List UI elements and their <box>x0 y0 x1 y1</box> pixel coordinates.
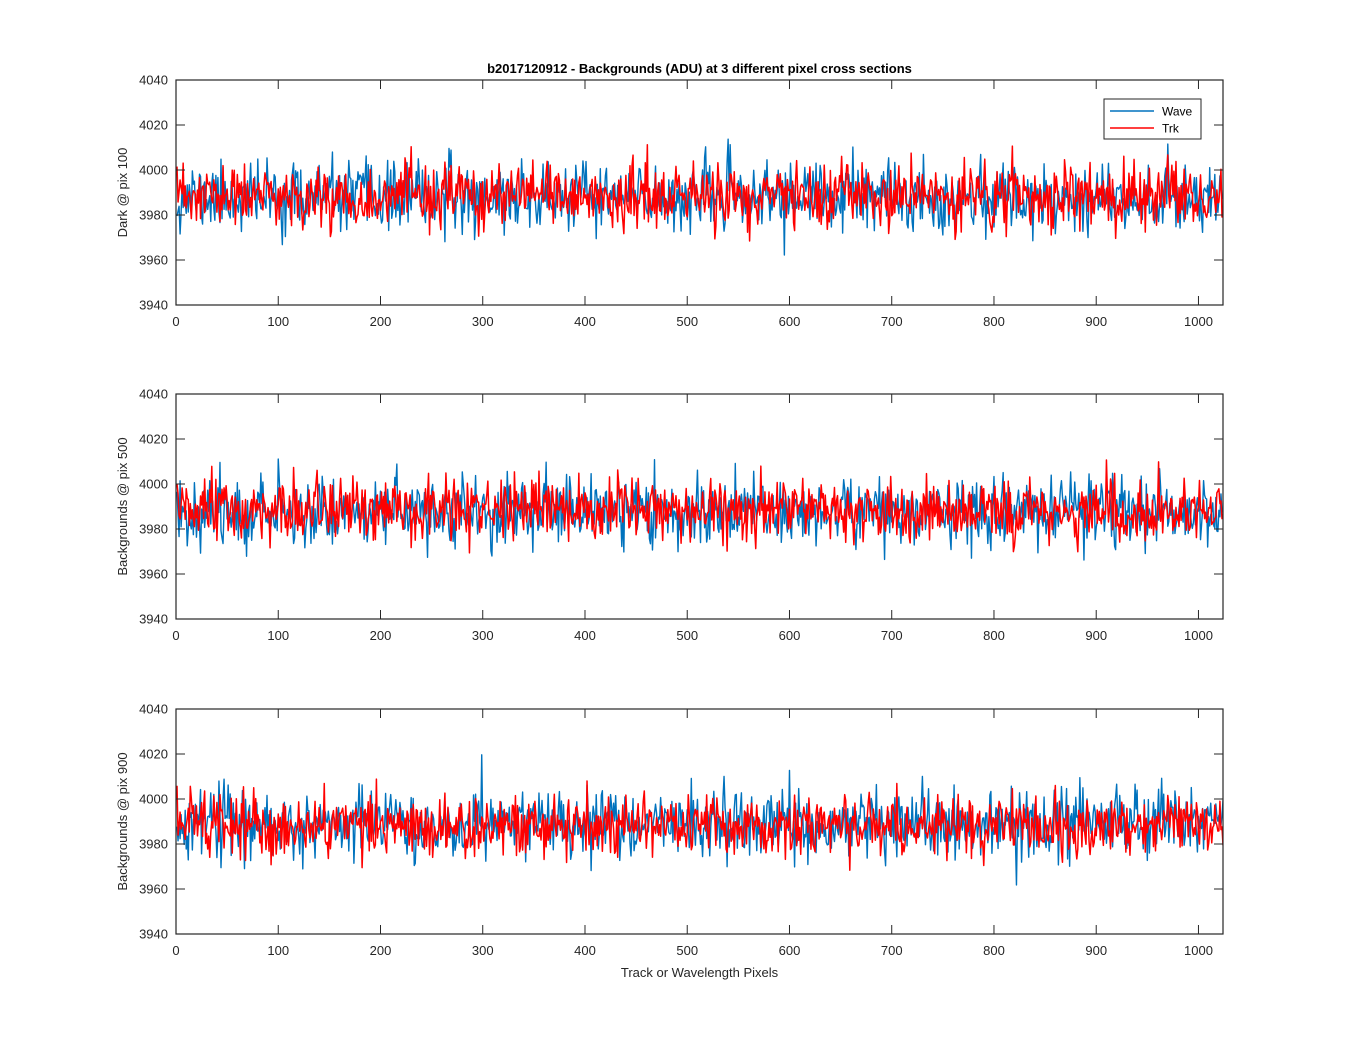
y-tick-label: 3980 <box>139 522 168 537</box>
y-tick-label: 3940 <box>139 612 168 627</box>
y-tick-label: 4020 <box>139 747 168 762</box>
y-tick-label: 4020 <box>139 118 168 133</box>
axes-box <box>175 79 1224 306</box>
y-axis-label: Backgrounds @ pix 900 <box>115 752 130 890</box>
subplot-3: 0 100 200 300 400 500 600 700 800 900 1000 3940 3960… <box>115 702 1224 980</box>
series-line-trk <box>176 459 1223 554</box>
x-tick-label: 1000 <box>1184 314 1213 329</box>
x-tick-label: 200 <box>370 314 392 329</box>
y-tick-label: 4040 <box>139 387 168 402</box>
y-tick-label: 4000 <box>139 477 168 492</box>
axes-box <box>175 393 1224 620</box>
x-tick-label: 0 <box>172 314 179 329</box>
y-tick-label: 3960 <box>139 567 168 582</box>
x-tick-label: 600 <box>779 943 801 958</box>
x-tick-label: 700 <box>881 314 903 329</box>
x-tick-label: 400 <box>574 943 596 958</box>
y-tick-label: 4000 <box>139 163 168 178</box>
x-tick-label: 100 <box>267 628 289 643</box>
x-tick-label: 600 <box>779 314 801 329</box>
x-tick-label: 700 <box>881 628 903 643</box>
subplot-2: 0 100 200 300 400 500 600 700 800 900 1000 3940 3960… <box>115 387 1224 643</box>
y-tick-label: 3940 <box>139 927 168 942</box>
x-tick-label: 500 <box>676 943 698 958</box>
y-tick-label: 4020 <box>139 432 168 447</box>
x-tick-label: 900 <box>1085 943 1107 958</box>
x-tick-label: 100 <box>267 314 289 329</box>
legend-label-wave: Wave <box>1162 105 1193 119</box>
x-tick-label: 300 <box>472 314 494 329</box>
x-tick-label: 500 <box>676 628 698 643</box>
x-tick-label: 400 <box>574 628 596 643</box>
x-tick-label: 800 <box>983 943 1005 958</box>
legend-label-trk: Trk <box>1162 122 1180 136</box>
x-tick-label: 300 <box>472 628 494 643</box>
x-tick-label: 200 <box>370 943 392 958</box>
x-tick-label: 900 <box>1085 314 1107 329</box>
y-tick-label: 3960 <box>139 253 168 268</box>
y-axis-label: Backgrounds @ pix 500 <box>115 437 130 575</box>
y-tick-label: 3980 <box>139 208 168 223</box>
y-tick-label: 4040 <box>139 73 168 88</box>
chart-title: b2017120912 - Backgrounds (ADU) at 3 dif… <box>487 61 912 76</box>
plot-area <box>176 709 1223 934</box>
x-tick-label: 900 <box>1085 628 1107 643</box>
series-line-trk <box>176 778 1223 872</box>
series-line-trk <box>176 143 1223 242</box>
x-tick-label: 1000 <box>1184 628 1213 643</box>
y-tick-label: 4000 <box>139 792 168 807</box>
x-tick-label: 200 <box>370 628 392 643</box>
subplot-1: 0 100 200 300 400 500 600 700 800 900 1000 3940 3960… <box>115 61 1224 329</box>
y-tick-label: 3940 <box>139 298 168 313</box>
x-tick-label: 800 <box>983 628 1005 643</box>
legend-box <box>1103 98 1202 140</box>
x-tick-label: 0 <box>172 628 179 643</box>
x-tick-label: 600 <box>779 628 801 643</box>
x-tick-label: 800 <box>983 314 1005 329</box>
legend: Wave Trk <box>1103 98 1202 140</box>
x-tick-label: 300 <box>472 943 494 958</box>
x-tick-label: 700 <box>881 943 903 958</box>
x-tick-label: 100 <box>267 943 289 958</box>
y-tick-label: 4040 <box>139 702 168 717</box>
x-tick-label: 400 <box>574 314 596 329</box>
y-tick-label: 3980 <box>139 837 168 852</box>
x-axis-label: Track or Wavelength Pixels <box>621 965 779 980</box>
x-tick-label: 1000 <box>1184 943 1213 958</box>
axes-box <box>175 708 1224 935</box>
x-tick-label: 0 <box>172 943 179 958</box>
x-tick-label: 500 <box>676 314 698 329</box>
y-tick-label: 3960 <box>139 882 168 897</box>
y-axis-label: Dark @ pix 100 <box>115 148 130 238</box>
